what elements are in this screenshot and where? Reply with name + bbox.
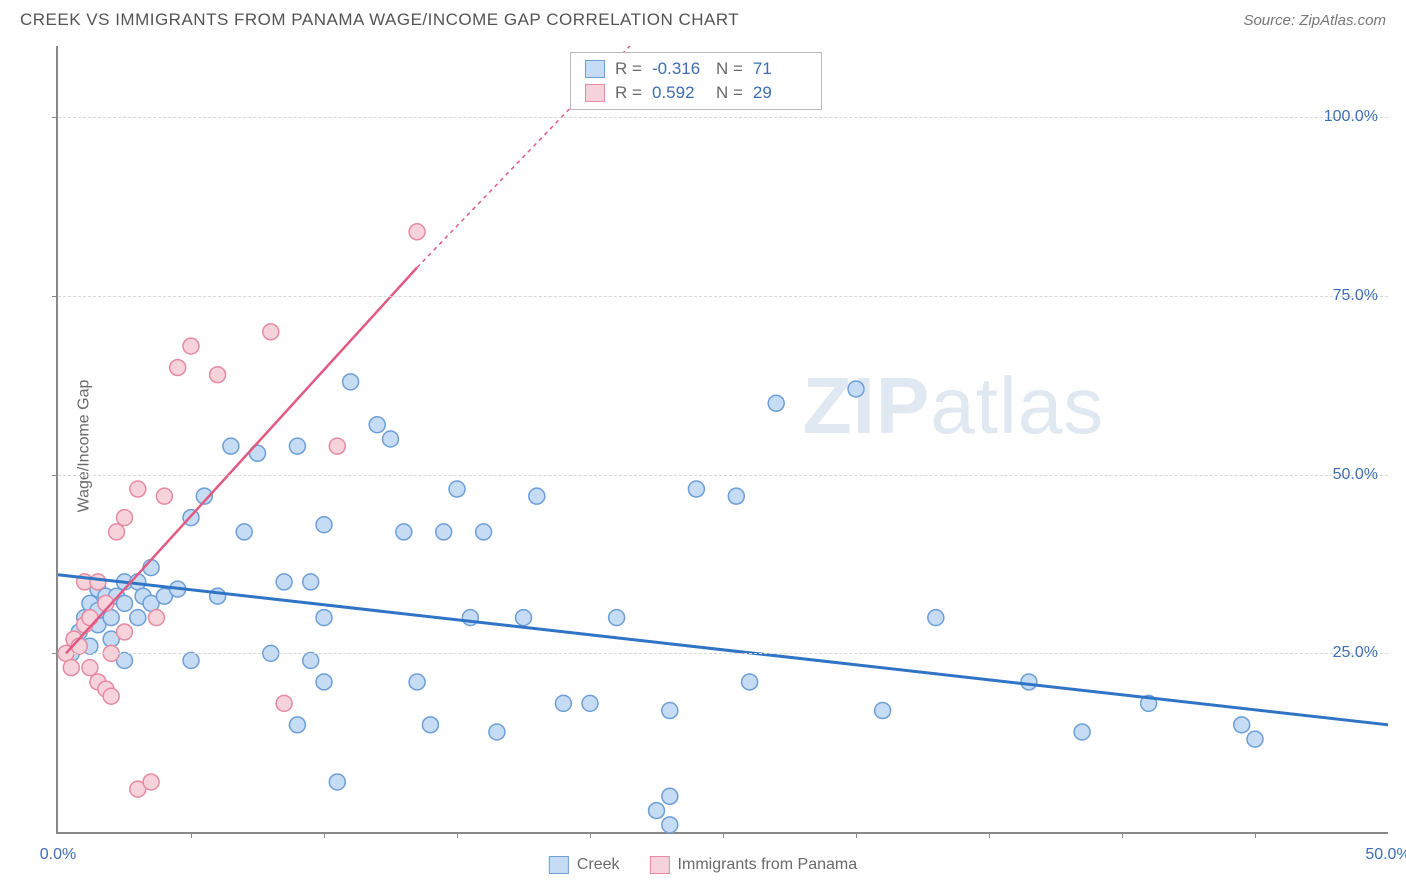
data-point xyxy=(662,817,678,833)
legend-swatch xyxy=(549,856,569,874)
data-point xyxy=(170,360,186,376)
data-point xyxy=(276,695,292,711)
data-point xyxy=(436,524,452,540)
stats-row: R = 0.592 N = 29 xyxy=(585,83,807,103)
x-tick-label: 0.0% xyxy=(40,846,76,864)
data-point xyxy=(848,381,864,397)
data-point xyxy=(303,574,319,590)
data-point xyxy=(210,588,226,604)
data-point xyxy=(148,610,164,626)
data-point xyxy=(303,653,319,669)
data-point xyxy=(130,481,146,497)
data-point xyxy=(276,574,292,590)
data-point xyxy=(117,624,133,640)
data-point xyxy=(316,610,332,626)
data-point xyxy=(409,674,425,690)
r-label: R = xyxy=(615,59,642,79)
r-label: R = xyxy=(615,83,642,103)
data-point xyxy=(1234,717,1250,733)
series-swatch xyxy=(585,60,605,78)
gridline xyxy=(58,117,1388,118)
data-point xyxy=(742,674,758,690)
n-label: N = xyxy=(716,59,743,79)
y-tick-label: 25.0% xyxy=(1333,644,1378,662)
gridline xyxy=(58,296,1388,297)
data-point xyxy=(183,338,199,354)
data-point xyxy=(90,574,106,590)
y-tick-label: 100.0% xyxy=(1324,108,1378,126)
data-point xyxy=(409,224,425,240)
n-value: 29 xyxy=(753,83,807,103)
r-value: -0.316 xyxy=(652,59,706,79)
data-point xyxy=(396,524,412,540)
data-point xyxy=(289,438,305,454)
data-point xyxy=(82,660,98,676)
data-point xyxy=(316,674,332,690)
data-point xyxy=(476,524,492,540)
stats-row: R = -0.316 N = 71 xyxy=(585,59,807,79)
data-point xyxy=(609,610,625,626)
data-point xyxy=(63,660,79,676)
data-point xyxy=(223,438,239,454)
legend: Creek Immigrants from Panama xyxy=(549,856,857,874)
data-point xyxy=(156,488,172,504)
gridline xyxy=(58,653,1388,654)
y-tick-label: 50.0% xyxy=(1333,466,1378,484)
data-point xyxy=(1021,674,1037,690)
data-point xyxy=(236,524,252,540)
plot-svg xyxy=(58,46,1388,832)
data-point xyxy=(688,481,704,497)
scatter-chart: ZIPatlas 25.0%50.0%75.0%100.0%0.0%50.0%R… xyxy=(56,46,1388,834)
data-point xyxy=(109,524,125,540)
data-point xyxy=(1247,731,1263,747)
data-point xyxy=(117,595,133,611)
stats-box: R = -0.316 N = 71 R = 0.592 N = 29 xyxy=(570,52,822,110)
legend-swatch xyxy=(650,856,670,874)
data-point xyxy=(529,488,545,504)
x-tick-label: 50.0% xyxy=(1365,846,1406,864)
legend-label: Creek xyxy=(577,856,620,874)
gridline xyxy=(58,475,1388,476)
data-point xyxy=(649,803,665,819)
data-point xyxy=(383,431,399,447)
data-point xyxy=(82,610,98,626)
data-point xyxy=(928,610,944,626)
data-point xyxy=(555,695,571,711)
data-point xyxy=(875,703,891,719)
legend-item: Creek xyxy=(549,856,620,874)
data-point xyxy=(768,395,784,411)
data-point xyxy=(489,724,505,740)
n-value: 71 xyxy=(753,59,807,79)
data-point xyxy=(103,688,119,704)
legend-label: Immigrants from Panama xyxy=(678,856,858,874)
data-point xyxy=(210,367,226,383)
source-label: Source: ZipAtlas.com xyxy=(1243,12,1386,29)
data-point xyxy=(289,717,305,733)
data-point xyxy=(422,717,438,733)
data-point xyxy=(662,703,678,719)
data-point xyxy=(263,324,279,340)
data-point xyxy=(728,488,744,504)
n-label: N = xyxy=(716,83,743,103)
data-point xyxy=(316,517,332,533)
data-point xyxy=(516,610,532,626)
chart-title: CREEK VS IMMIGRANTS FROM PANAMA WAGE/INC… xyxy=(20,10,739,30)
data-point xyxy=(369,417,385,433)
data-point xyxy=(582,695,598,711)
data-point xyxy=(183,653,199,669)
data-point xyxy=(1074,724,1090,740)
r-value: 0.592 xyxy=(652,83,706,103)
data-point xyxy=(662,788,678,804)
legend-item: Immigrants from Panama xyxy=(650,856,858,874)
series-swatch xyxy=(585,84,605,102)
data-point xyxy=(449,481,465,497)
y-tick-label: 75.0% xyxy=(1333,287,1378,305)
data-point xyxy=(143,774,159,790)
data-point xyxy=(329,774,345,790)
data-point xyxy=(130,610,146,626)
chart-header: CREEK VS IMMIGRANTS FROM PANAMA WAGE/INC… xyxy=(0,0,1406,36)
data-point xyxy=(117,510,133,526)
data-point xyxy=(329,438,345,454)
data-point xyxy=(343,374,359,390)
